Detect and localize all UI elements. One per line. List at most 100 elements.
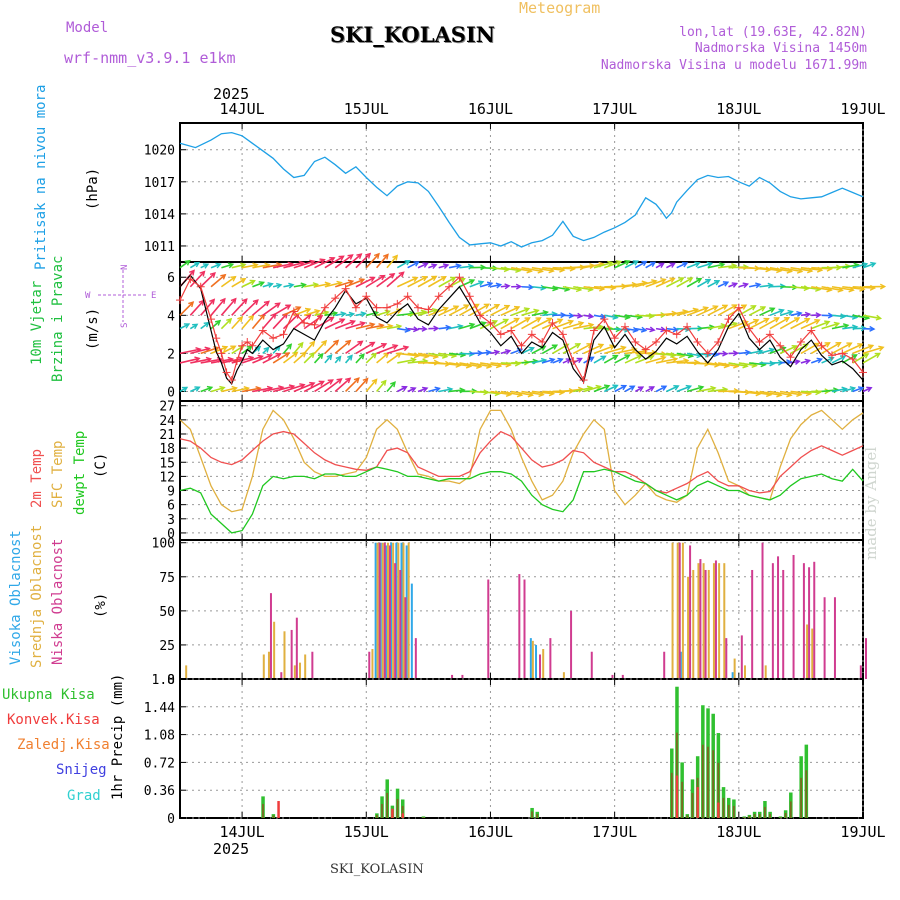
wind-arrow (510, 307, 530, 317)
wind-arrow (604, 314, 618, 319)
wind-arrow (417, 262, 428, 269)
wind-arrow (800, 319, 820, 330)
wind-arrow (842, 264, 859, 269)
wind-arrow-head (722, 350, 729, 357)
wind-arrow (718, 264, 737, 269)
wind-arrow (583, 263, 604, 269)
wind-arrow (210, 386, 225, 393)
cloud-unit: (%) (93, 593, 109, 618)
wind-arrow (417, 309, 438, 317)
wind-arrow (593, 344, 615, 355)
wind-arrow-head (329, 257, 336, 263)
wind-arrow-head (869, 325, 876, 332)
wind-arrow (200, 386, 213, 393)
wind-arrow (293, 283, 306, 288)
wind-arrow-head (620, 345, 627, 352)
sfc-temp-line (179, 409, 864, 513)
wind-arrow (210, 298, 226, 316)
wind-arrow (769, 309, 784, 317)
cloud-low-bar (590, 651, 593, 679)
wind-arrow-head (783, 316, 791, 323)
wind-arrow (542, 312, 557, 317)
wind-arrow-head (263, 346, 270, 353)
wind-arrow (842, 285, 865, 291)
wind-arrow (272, 385, 295, 393)
wind-arrow-head (360, 311, 367, 318)
wind-arrow (800, 266, 822, 271)
wind-arrow-head (333, 339, 340, 346)
wind-arrow (738, 362, 757, 367)
wind-arrow-head (358, 353, 365, 360)
wind-arrow-head (587, 313, 595, 320)
wind-arrow-head (612, 354, 619, 361)
wind-arrow (500, 317, 520, 330)
cloud-low-bar (777, 556, 780, 679)
wind-arrow (603, 354, 618, 364)
wind-arrow (365, 253, 380, 269)
cloud-mid-bar (764, 665, 767, 679)
wind-arrow (293, 260, 315, 269)
wind-arrow-head (404, 326, 411, 333)
cloud-mid-bar (697, 563, 700, 679)
cloud-high-label: Visoka Oblacnost (8, 530, 24, 665)
cloud-mid-bar (718, 563, 721, 679)
wind-arrow (407, 276, 428, 288)
wind-arrow (614, 314, 630, 319)
wind-arrow-head (863, 353, 870, 359)
cloud-mid-bar (702, 563, 705, 679)
wind-arrow (345, 377, 360, 393)
wind-arrow-head (587, 322, 595, 329)
y-tick-label: 27 (159, 400, 175, 415)
wind-arrow-head (335, 355, 342, 362)
wind-arrow-head (632, 260, 640, 266)
wind-arrow-head (840, 355, 847, 361)
wind-arrow (179, 323, 190, 330)
cloud-low-bar (699, 559, 702, 679)
wind-arrow (427, 276, 447, 288)
cloud-low-bar (761, 542, 764, 679)
cloud-mid-bar (381, 542, 384, 679)
cloud-frame (179, 539, 864, 680)
wind-arrow-head (230, 297, 237, 304)
wind-arrow (521, 266, 543, 273)
wind-arrow (241, 263, 258, 269)
wind-arrow-head (742, 282, 749, 289)
wind-arrow (676, 262, 688, 269)
wind-arrow (480, 390, 500, 395)
wind-arrow-head (266, 353, 274, 360)
wind-arrow (800, 359, 810, 364)
y-tick-label: 1.44 (144, 701, 175, 716)
wind-arrow-head (241, 298, 248, 305)
wind-arrow (210, 274, 226, 288)
wind-arrow-head (557, 357, 564, 364)
wind-arrow-head (694, 261, 701, 268)
y-tick-label: 0 (167, 673, 175, 688)
wind-arrow (707, 388, 728, 393)
wind-arrow-head (697, 385, 705, 391)
wind-arrow-head (421, 325, 428, 332)
wind-arrow-head (359, 321, 367, 327)
wind-arrow-head (485, 349, 492, 356)
wind-arrow (862, 387, 872, 393)
wind-arrow (314, 379, 334, 393)
wind-arrow (697, 387, 716, 393)
cloud-low-bar (611, 674, 614, 679)
precip-inner-bar (676, 732, 678, 818)
wind-arrow-head (493, 349, 501, 356)
precip-inner-bar (753, 813, 756, 818)
wind-arrow (707, 324, 726, 330)
wind-arrow (542, 266, 565, 271)
y-tick-label: 1017 (144, 176, 175, 191)
station-title: SKI_KOLASIN (330, 22, 495, 47)
wind-arrow (749, 362, 766, 366)
wind-arrow (241, 387, 261, 393)
wind-arrow (842, 326, 857, 330)
wind-arrow (624, 354, 642, 364)
cloud-low-bar (404, 597, 407, 679)
wind-speed-line (179, 274, 864, 386)
wind-arrow (262, 313, 277, 330)
wind-arrow (686, 352, 702, 357)
wind-ticks: 6 4 2 0 (167, 271, 175, 400)
precip-inner-bar (375, 814, 378, 818)
wind-arrow (842, 314, 857, 319)
